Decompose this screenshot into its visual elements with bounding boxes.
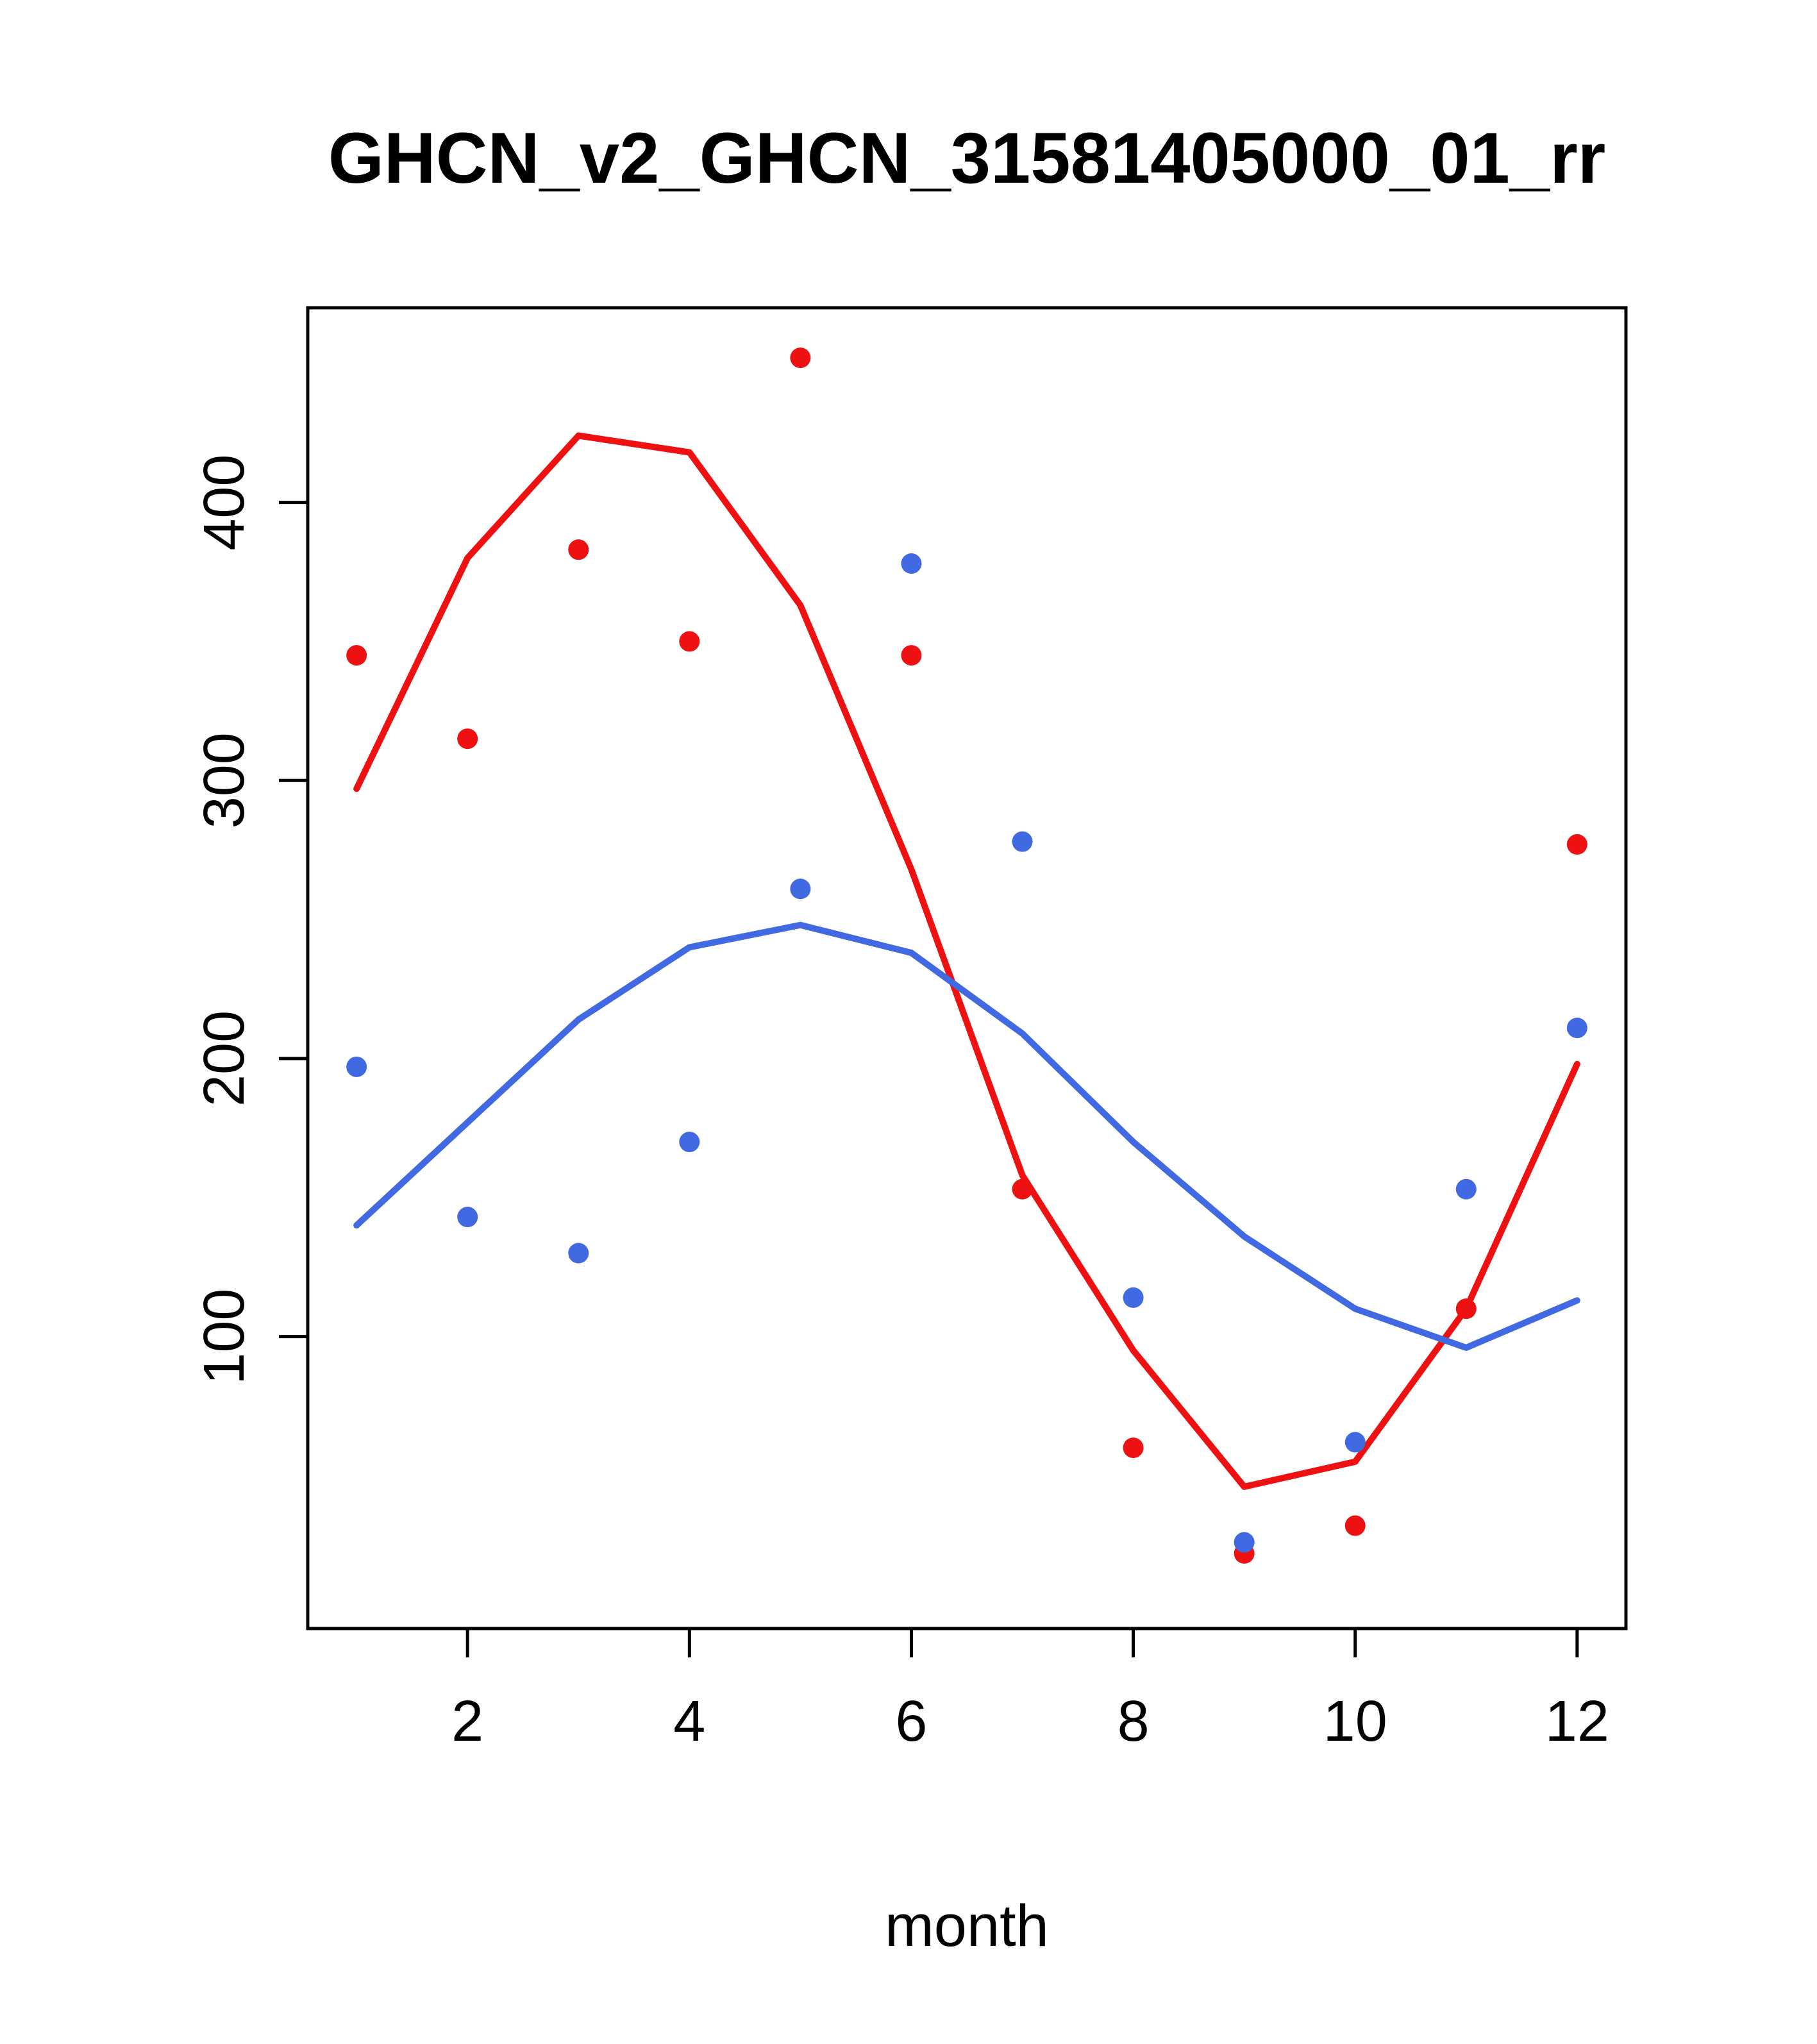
red-points-point (1123, 1437, 1144, 1459)
red-points-point (901, 645, 922, 666)
blue-line (353, 921, 1580, 1351)
blue-points-point (1566, 1018, 1587, 1039)
y-tick-label: 300 (192, 732, 256, 828)
y-tick-label: 400 (192, 454, 256, 550)
blue-points-point (1123, 1287, 1144, 1308)
red-points-point (679, 631, 700, 652)
plot-box (306, 306, 1628, 1630)
blue-points-point (679, 1132, 700, 1153)
red-points-point (568, 539, 589, 560)
blue-points-point (568, 1243, 589, 1264)
x-tick-label: 12 (1545, 1689, 1609, 1754)
x-axis-label: month (885, 1893, 1049, 1959)
blue-points-point (1012, 831, 1033, 852)
blue-points-point (457, 1207, 478, 1228)
y-tick-label: 200 (192, 1010, 256, 1107)
red-points-point (346, 645, 367, 666)
red-points-point (790, 348, 811, 369)
red-points-point (457, 728, 478, 750)
x-tick-label: 4 (673, 1689, 705, 1754)
blue-points-point (1234, 1532, 1255, 1553)
x-tick-label: 2 (451, 1689, 483, 1754)
blue-points-point (1344, 1432, 1366, 1453)
x-tick-label: 6 (895, 1689, 927, 1754)
y-tick-label: 100 (192, 1289, 256, 1385)
red-points-point (1566, 834, 1587, 855)
blue-points-point (790, 878, 811, 900)
red-points-point (1344, 1515, 1366, 1536)
chart-title: GHCN_v2_GHCN_31581405000_01_rr (328, 118, 1605, 198)
red-points-point (1012, 1178, 1033, 1200)
blue-points-point (346, 1056, 367, 1077)
red-points-point (1455, 1298, 1477, 1319)
x-tick-label: 8 (1118, 1689, 1150, 1754)
x-tick-label: 10 (1323, 1689, 1387, 1754)
blue-points-point (1455, 1178, 1477, 1200)
blue-points-point (901, 553, 922, 574)
red-line (353, 432, 1580, 1490)
